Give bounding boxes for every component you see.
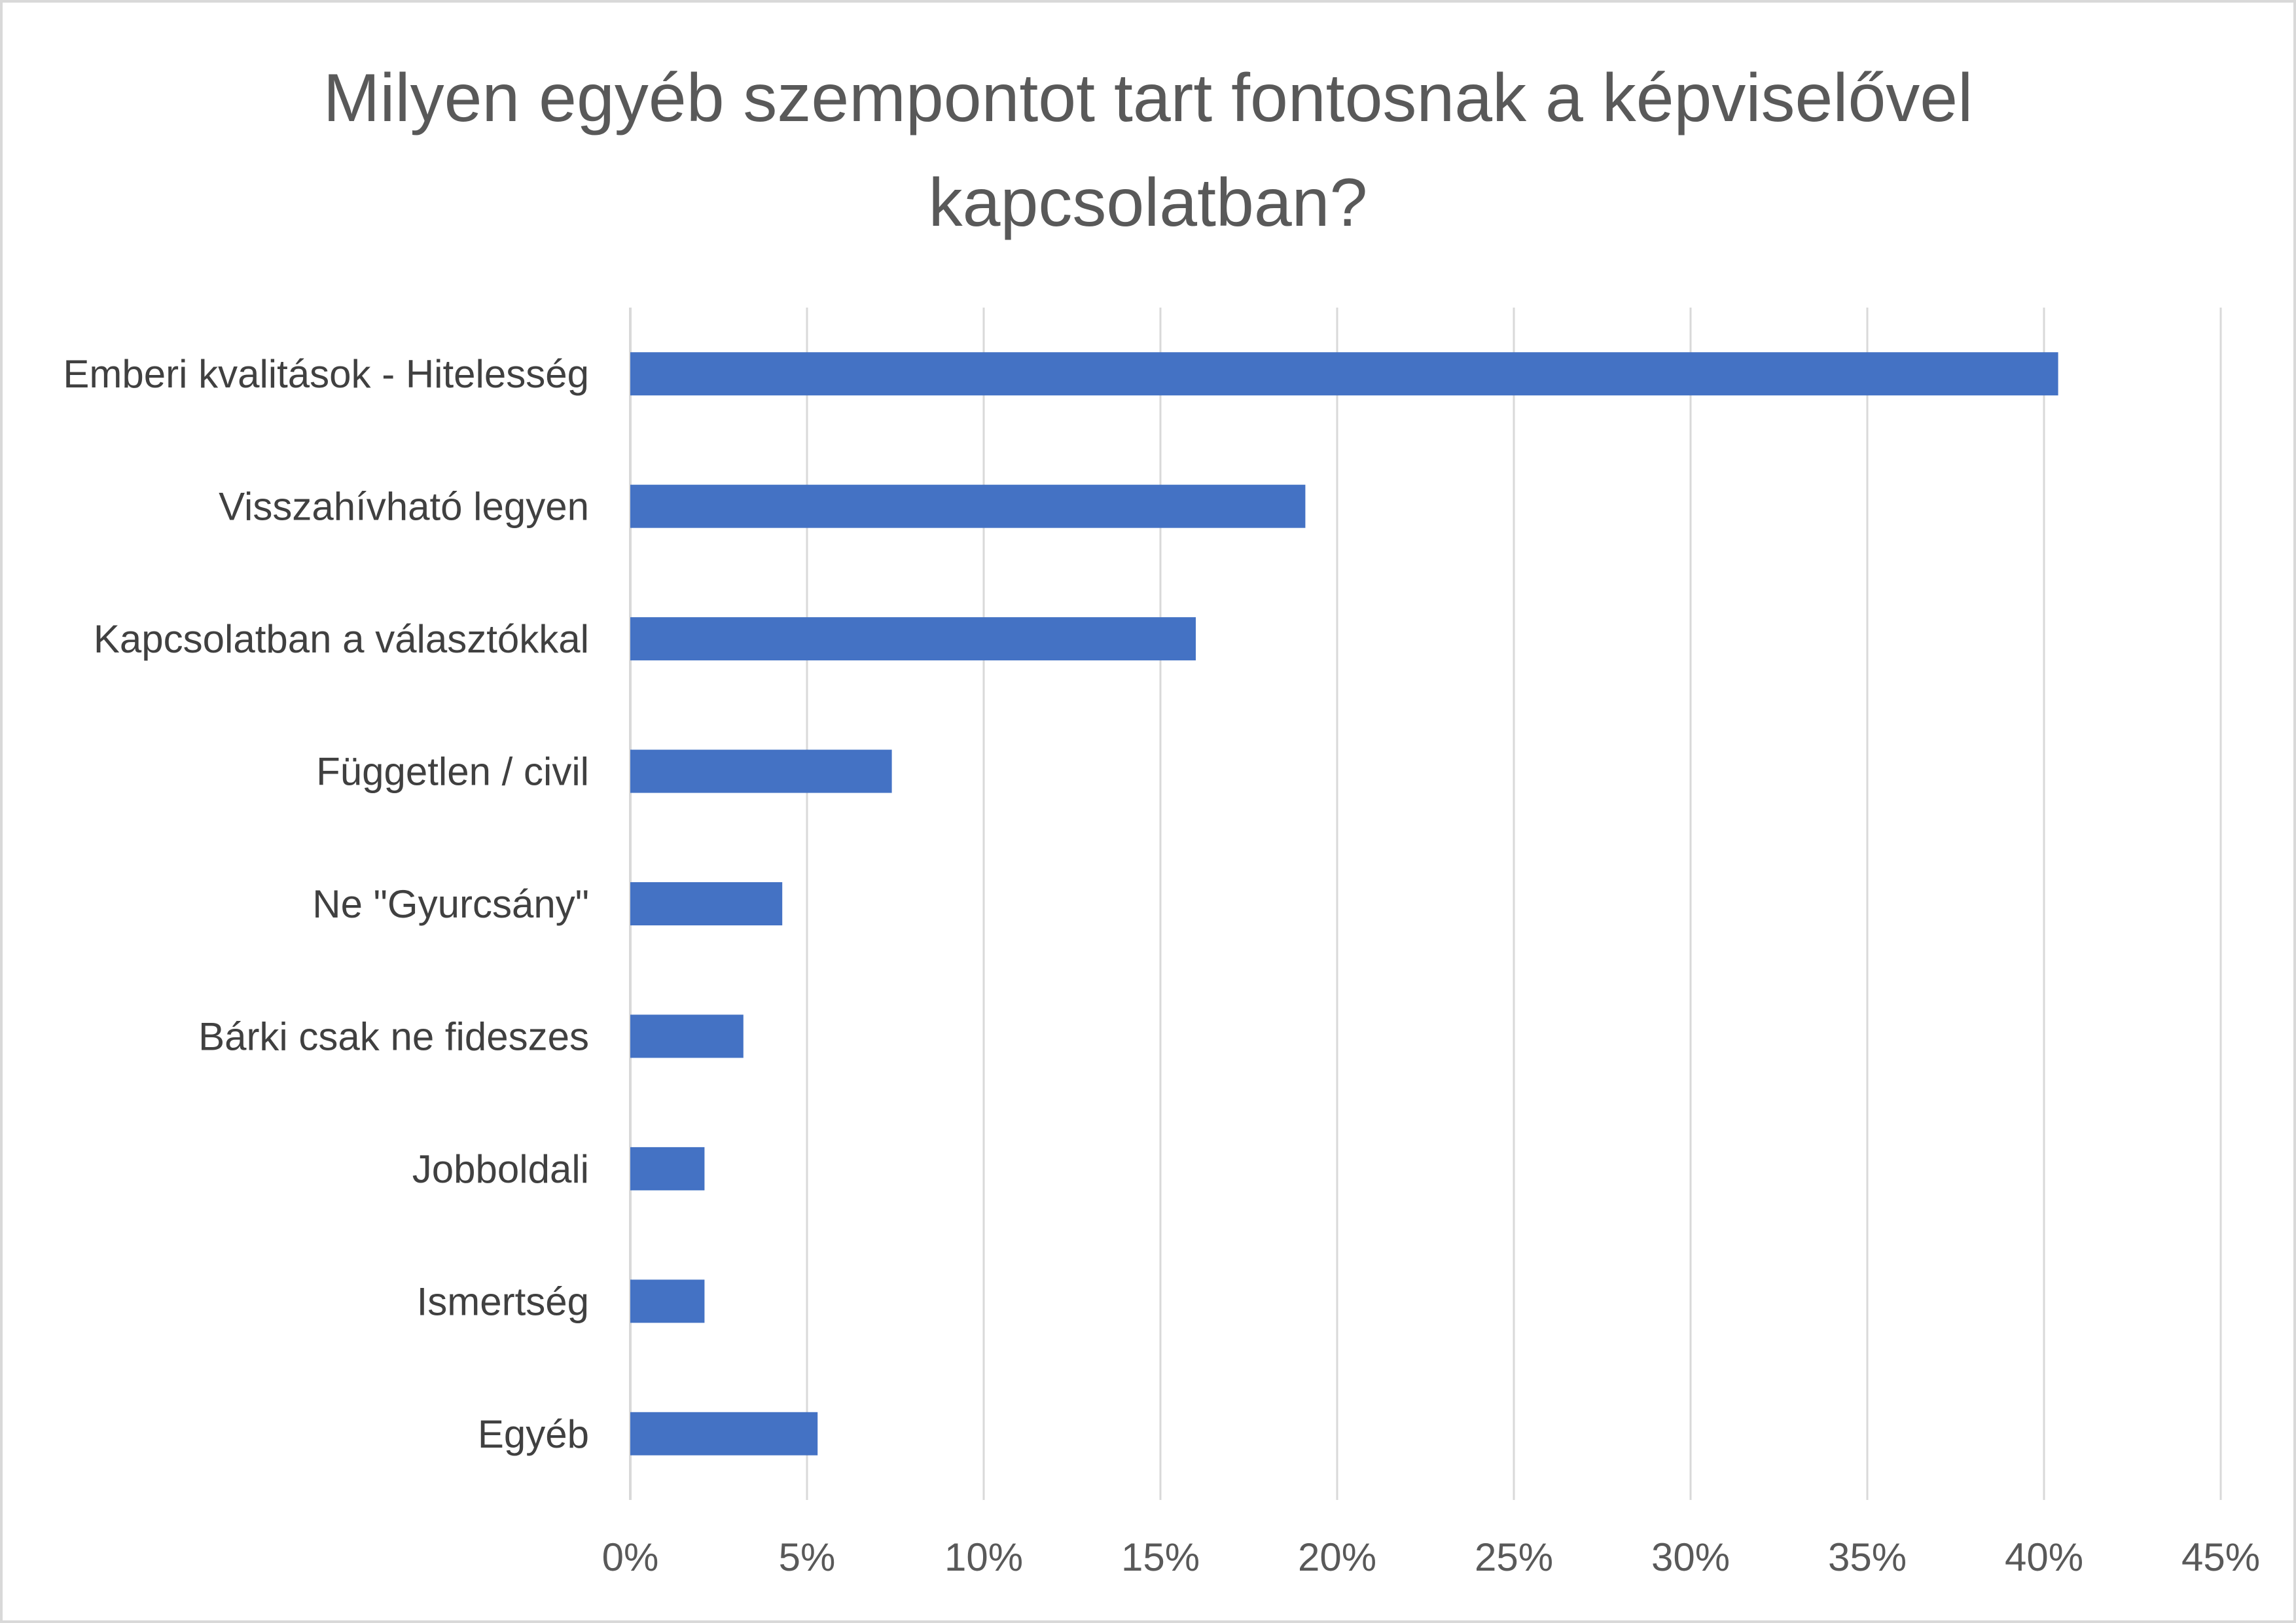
x-tick-label: 5% bbox=[779, 1535, 836, 1579]
category-label: Jobboldali bbox=[412, 1147, 589, 1191]
x-tick-label: 40% bbox=[2005, 1535, 2083, 1579]
bar bbox=[630, 1279, 705, 1323]
bars bbox=[630, 352, 2058, 1455]
chart-title: Milyen egyéb szempontot tart fontosnak a… bbox=[323, 60, 1973, 241]
x-tick-label: 35% bbox=[1828, 1535, 1907, 1579]
bar bbox=[630, 882, 783, 925]
bar bbox=[630, 617, 1196, 661]
x-tick-label: 45% bbox=[2181, 1535, 2260, 1579]
bar bbox=[630, 1147, 705, 1190]
category-label: Független / civil bbox=[316, 750, 589, 794]
x-tick-label: 15% bbox=[1121, 1535, 1200, 1579]
category-label: Emberi kvalitások - Hitelesség bbox=[63, 352, 589, 396]
x-tick-label: 25% bbox=[1475, 1535, 1553, 1579]
category-label: Bárki csak ne fideszes bbox=[198, 1014, 589, 1058]
category-label: Visszahívható legyen bbox=[219, 485, 589, 529]
x-tick-label: 30% bbox=[1651, 1535, 1730, 1579]
x-tick-label: 0% bbox=[602, 1535, 659, 1579]
bar bbox=[630, 1412, 818, 1455]
bar bbox=[630, 1014, 744, 1058]
bar bbox=[630, 484, 1306, 528]
chart-title-container: Milyen egyéb szempontot tart fontosnak a… bbox=[0, 46, 2296, 255]
category-label: Ismertség bbox=[417, 1279, 589, 1323]
category-label: Kapcsolatban a választókkal bbox=[94, 617, 589, 661]
x-tick-label: 20% bbox=[1298, 1535, 1376, 1579]
x-tick-label: 10% bbox=[944, 1535, 1023, 1579]
x-axis-tick-labels: 0% 5% 10% 15% 20% 25% 30% 35% 40% 45% bbox=[602, 1535, 2260, 1579]
category-label: Ne "Gyurcsány" bbox=[312, 882, 589, 926]
category-label: Egyéb bbox=[478, 1412, 589, 1456]
category-labels: Emberi kvalitások - Hitelesség Visszahívh… bbox=[63, 352, 589, 1456]
bar bbox=[630, 749, 892, 793]
bar bbox=[630, 352, 2058, 396]
